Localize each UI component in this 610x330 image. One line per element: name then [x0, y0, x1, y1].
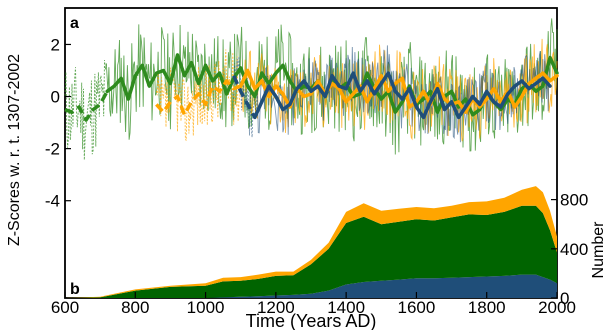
y-axis-label-right: Number — [590, 221, 607, 279]
y-tick-label-left: 0 — [51, 88, 60, 107]
y-tick-label-right: 400 — [560, 240, 588, 259]
x-tick-label: 600 — [51, 298, 79, 317]
y-tick-label-left: -4 — [45, 192, 60, 211]
y-tick-label-right: 0 — [560, 289, 569, 308]
y-tick-label-left: -2 — [45, 140, 60, 159]
axis-ticks-group: 600 800 1000 1200 1400 1600 1800 2000 -4 -2 0 2 0 400… — [45, 35, 589, 317]
x-tick-label: 1600 — [398, 298, 436, 317]
x-tick-label: 1000 — [187, 298, 225, 317]
y-tick-label-left: 2 — [51, 35, 60, 54]
x-tick-label: 2000 — [538, 298, 576, 317]
area-series-dark_green — [65, 205, 557, 298]
y-axis-label-left: Z-Scores w. r. t. 1307-2002 — [6, 54, 23, 246]
x-axis-label: Time (Years AD) — [246, 311, 377, 330]
annual-noise-green-early — [64, 59, 107, 160]
smoothed-line-orange-early — [155, 79, 242, 117]
area-series-group — [65, 186, 557, 298]
smoothed-line-blue-early — [232, 74, 257, 119]
x-tick-label: 1200 — [257, 298, 295, 317]
x-tick-label: 1400 — [327, 298, 365, 317]
line-series-group — [64, 53, 559, 122]
x-tick-label: 1800 — [468, 298, 506, 317]
panel-b-label: b — [70, 281, 80, 298]
x-tick-label: 800 — [121, 298, 149, 317]
smoothed-line-blue — [253, 71, 552, 120]
panel-a-label: a — [70, 15, 79, 32]
smoothed-line-green-early — [64, 90, 109, 122]
annual-noise-blue-early — [233, 56, 258, 138]
area-series-orange — [65, 186, 557, 298]
y-tick-label-right: 800 — [560, 191, 588, 210]
area-series-blue — [65, 274, 557, 298]
